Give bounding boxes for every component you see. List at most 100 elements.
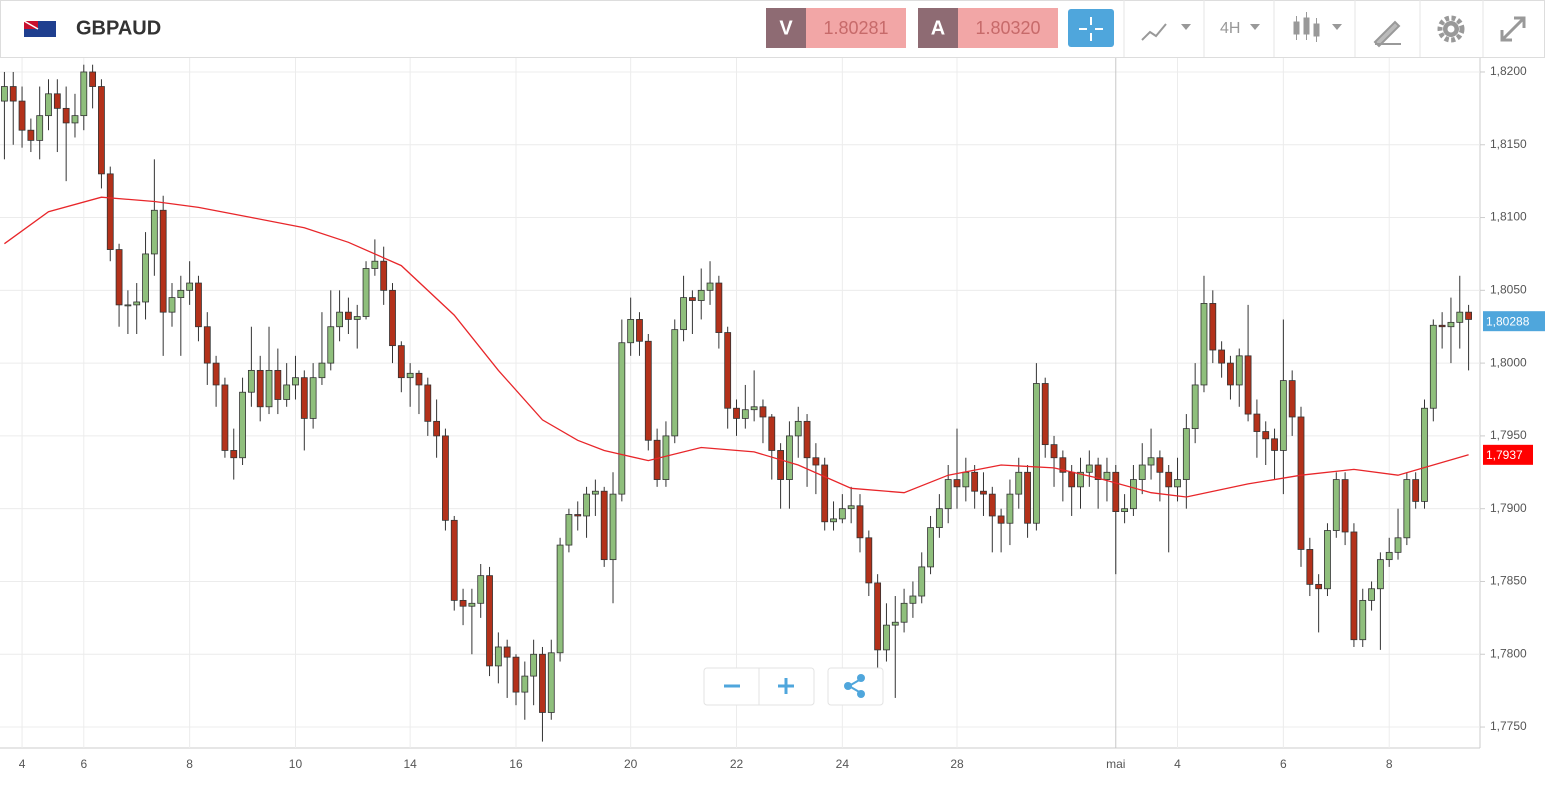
candle-body (195, 282, 202, 328)
candle-body (265, 369, 273, 408)
fullscreen-button[interactable] (1500, 16, 1526, 42)
candle-body (794, 420, 802, 437)
y-tick-label: 1,8100 (1490, 210, 1527, 224)
candle-body (450, 519, 458, 601)
crosshair-button[interactable] (1068, 9, 1114, 47)
candle-body (71, 115, 79, 124)
candle-style-button[interactable] (1293, 12, 1342, 42)
candle-body (865, 537, 873, 584)
candle-body (733, 407, 740, 419)
candle-body (565, 514, 573, 546)
candle-body (1341, 479, 1349, 533)
candle-body (1050, 444, 1058, 459)
candle-body (838, 508, 846, 520)
candle-body (1103, 471, 1111, 480)
timeframe[interactable]: 4H (1220, 20, 1240, 37)
x-tick-label: 8 (186, 757, 193, 771)
candle-body (1182, 428, 1190, 480)
x-tick-label: 28 (950, 757, 964, 771)
candle-body (927, 527, 934, 568)
candle-body (1456, 311, 1464, 323)
candle-body (283, 384, 291, 400)
y-tick-label: 1,7800 (1490, 646, 1527, 660)
sell-price[interactable]: 1.80281 (823, 18, 888, 38)
sell-label-box[interactable] (766, 8, 806, 48)
candle-body (389, 289, 396, 347)
candle-body (953, 479, 961, 488)
x-tick-label: 24 (836, 757, 850, 771)
settings-button[interactable] (1437, 15, 1465, 43)
chart-type-button[interactable] (1141, 23, 1191, 41)
candle-body (1376, 559, 1384, 590)
candle-body (1059, 457, 1067, 473)
candle-body (133, 301, 141, 306)
candle-body (900, 602, 908, 623)
candle-body (609, 493, 617, 561)
toolbar-dividers (1123, 0, 1484, 57)
candle-body (874, 582, 882, 651)
y-tick-label: 1,8000 (1490, 355, 1527, 369)
candle-body (750, 406, 758, 411)
sell-label[interactable]: V (779, 17, 793, 39)
draw-tool-button[interactable] (1373, 20, 1401, 48)
candle-body (1447, 321, 1455, 328)
candle-body (671, 329, 679, 437)
candle-body (556, 544, 564, 654)
candle-body (1403, 479, 1411, 539)
candle-body (1165, 471, 1173, 488)
x-tick-label: 8 (1386, 757, 1393, 771)
share-button[interactable] (827, 667, 884, 706)
moving-average-line (4, 196, 1469, 498)
candle-body (1209, 303, 1217, 351)
candle-body (503, 646, 511, 658)
candle-body (768, 416, 776, 451)
candle-body (724, 332, 732, 409)
x-tick-label: 22 (730, 757, 744, 771)
candle-body (521, 675, 529, 693)
sell-button[interactable]: V 1.80281 (766, 8, 906, 48)
candle-body (786, 435, 793, 480)
candle-body (1359, 599, 1367, 641)
timeframe-button[interactable]: 4H (1220, 20, 1260, 37)
candle-body (1288, 380, 1296, 418)
candle-body (168, 297, 176, 313)
candle-body (256, 369, 264, 408)
candle-body (1191, 384, 1199, 430)
candle-body (380, 260, 388, 291)
candle-body (1024, 471, 1031, 524)
buy-button[interactable]: A 1.80320 (918, 8, 1058, 48)
x-tick-label: 6 (80, 757, 87, 771)
candle-body (18, 100, 26, 131)
candle-body (812, 457, 820, 466)
candle-body (1332, 479, 1340, 531)
candle-body (371, 260, 379, 269)
candle-body (944, 479, 952, 510)
buy-label[interactable]: A (931, 17, 945, 39)
buy-price-box[interactable] (958, 8, 1058, 48)
candle-body (415, 372, 423, 386)
candle-body (239, 391, 246, 459)
buy-price[interactable]: 1.80320 (975, 18, 1040, 38)
candle-body (1297, 416, 1305, 550)
buy-label-box[interactable] (918, 8, 958, 48)
candle-body (680, 297, 687, 331)
candle-body (600, 490, 608, 561)
candle-body (662, 435, 670, 480)
candle-body (883, 624, 890, 651)
candle-body (988, 493, 996, 517)
candle-body (247, 369, 255, 393)
candle-body (1085, 464, 1093, 473)
zoom-controls (703, 667, 884, 706)
candle-body (636, 319, 643, 342)
candle-body (1156, 457, 1164, 473)
candle-body (1068, 471, 1076, 488)
sell-price-box[interactable] (806, 8, 906, 48)
candle-body (1306, 549, 1314, 585)
candle-body (618, 342, 626, 495)
candle-body (397, 345, 405, 379)
candle-body (759, 406, 767, 418)
candle-body (821, 464, 829, 523)
x-tick-label: 10 (289, 757, 303, 771)
zoom-in-button[interactable] (778, 678, 794, 694)
candle-body (150, 209, 158, 255)
